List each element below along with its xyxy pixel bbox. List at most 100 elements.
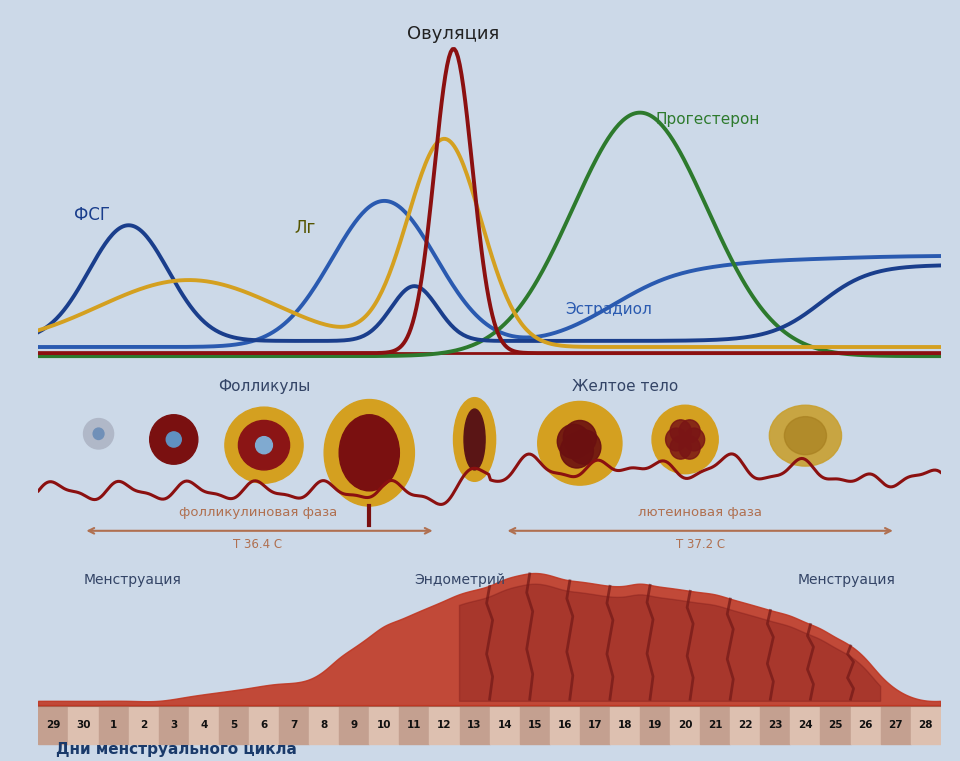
Ellipse shape	[255, 437, 273, 454]
Ellipse shape	[679, 436, 700, 459]
Bar	[399, 705, 429, 744]
Ellipse shape	[464, 409, 485, 470]
Bar	[68, 705, 99, 744]
Bar	[760, 705, 790, 744]
Ellipse shape	[684, 428, 705, 451]
Bar	[249, 705, 279, 744]
Polygon shape	[38, 574, 941, 705]
Ellipse shape	[670, 420, 691, 443]
Text: 5: 5	[230, 720, 237, 730]
Bar	[339, 705, 370, 744]
Bar	[38, 705, 68, 744]
Bar	[490, 705, 519, 744]
Text: лютеиновая фаза: лютеиновая фаза	[638, 506, 762, 519]
Ellipse shape	[538, 401, 622, 486]
Ellipse shape	[784, 417, 827, 454]
Text: 18: 18	[617, 720, 633, 730]
Bar	[821, 705, 851, 744]
Text: Фолликулы: Фолликулы	[218, 378, 310, 393]
Text: 13: 13	[468, 720, 482, 730]
Bar	[790, 705, 821, 744]
Text: Эстрадиол: Эстрадиол	[564, 302, 652, 317]
Text: 2: 2	[140, 720, 147, 730]
Text: 10: 10	[377, 720, 392, 730]
Bar	[700, 705, 731, 744]
Text: Лг: Лг	[294, 219, 315, 237]
Text: 14: 14	[497, 720, 512, 730]
Text: 29: 29	[46, 720, 60, 730]
Bar	[519, 705, 550, 744]
Bar	[129, 705, 158, 744]
Text: 15: 15	[527, 720, 542, 730]
Ellipse shape	[166, 431, 181, 447]
Ellipse shape	[652, 405, 718, 473]
Bar	[370, 705, 399, 744]
Text: 3: 3	[170, 720, 178, 730]
Bar	[279, 705, 309, 744]
Bar	[460, 705, 490, 744]
Bar	[911, 705, 941, 744]
Bar	[429, 705, 460, 744]
Bar	[670, 705, 700, 744]
Ellipse shape	[453, 397, 495, 481]
Ellipse shape	[225, 407, 303, 483]
Bar	[158, 705, 189, 744]
Ellipse shape	[567, 430, 601, 464]
Bar	[550, 705, 580, 744]
Text: фолликулиновая фаза: фолликулиновая фаза	[179, 506, 337, 519]
Text: Желтое тело: Желтое тело	[572, 378, 678, 393]
Ellipse shape	[561, 434, 593, 468]
Bar	[309, 705, 339, 744]
Text: 22: 22	[738, 720, 753, 730]
Text: 19: 19	[648, 720, 662, 730]
Polygon shape	[460, 584, 880, 702]
Ellipse shape	[670, 436, 691, 459]
Text: Эндометрий: Эндометрий	[415, 574, 506, 587]
Text: 26: 26	[858, 720, 873, 730]
Text: 16: 16	[558, 720, 572, 730]
Text: 11: 11	[407, 720, 421, 730]
Text: 30: 30	[76, 720, 91, 730]
Bar	[851, 705, 880, 744]
Bar	[731, 705, 760, 744]
Ellipse shape	[557, 425, 590, 458]
Text: 6: 6	[260, 720, 268, 730]
Text: Т 37.2 С: Т 37.2 С	[676, 539, 725, 552]
Text: 7: 7	[290, 720, 298, 730]
Bar	[640, 705, 670, 744]
Ellipse shape	[679, 420, 700, 443]
Text: Т 36.4 С: Т 36.4 С	[233, 539, 282, 552]
Bar	[99, 705, 129, 744]
Ellipse shape	[665, 428, 686, 451]
Text: 25: 25	[828, 720, 843, 730]
Text: Овуляция: Овуляция	[407, 24, 499, 43]
Bar	[880, 705, 911, 744]
Text: 1: 1	[110, 720, 117, 730]
Text: 17: 17	[588, 720, 602, 730]
Ellipse shape	[84, 419, 113, 449]
Bar	[219, 705, 249, 744]
Text: Дни менструального цикла: Дни менструального цикла	[57, 742, 298, 756]
Ellipse shape	[339, 415, 399, 491]
Text: 21: 21	[708, 720, 723, 730]
Ellipse shape	[564, 420, 596, 454]
Text: 9: 9	[350, 720, 358, 730]
Text: 4: 4	[200, 720, 207, 730]
Text: 24: 24	[798, 720, 813, 730]
Text: 27: 27	[888, 720, 903, 730]
Bar	[580, 705, 610, 744]
Bar	[610, 705, 640, 744]
Text: Менструация: Менструация	[798, 574, 896, 587]
Text: 23: 23	[768, 720, 782, 730]
Ellipse shape	[238, 420, 290, 470]
Text: 28: 28	[919, 720, 933, 730]
Text: ФСГ: ФСГ	[75, 206, 110, 224]
Ellipse shape	[769, 405, 842, 466]
Text: 20: 20	[678, 720, 692, 730]
Ellipse shape	[93, 428, 104, 439]
Text: 8: 8	[321, 720, 327, 730]
Text: Менструация: Менструация	[84, 574, 181, 587]
Ellipse shape	[324, 400, 415, 506]
Text: 12: 12	[437, 720, 452, 730]
Bar	[189, 705, 219, 744]
